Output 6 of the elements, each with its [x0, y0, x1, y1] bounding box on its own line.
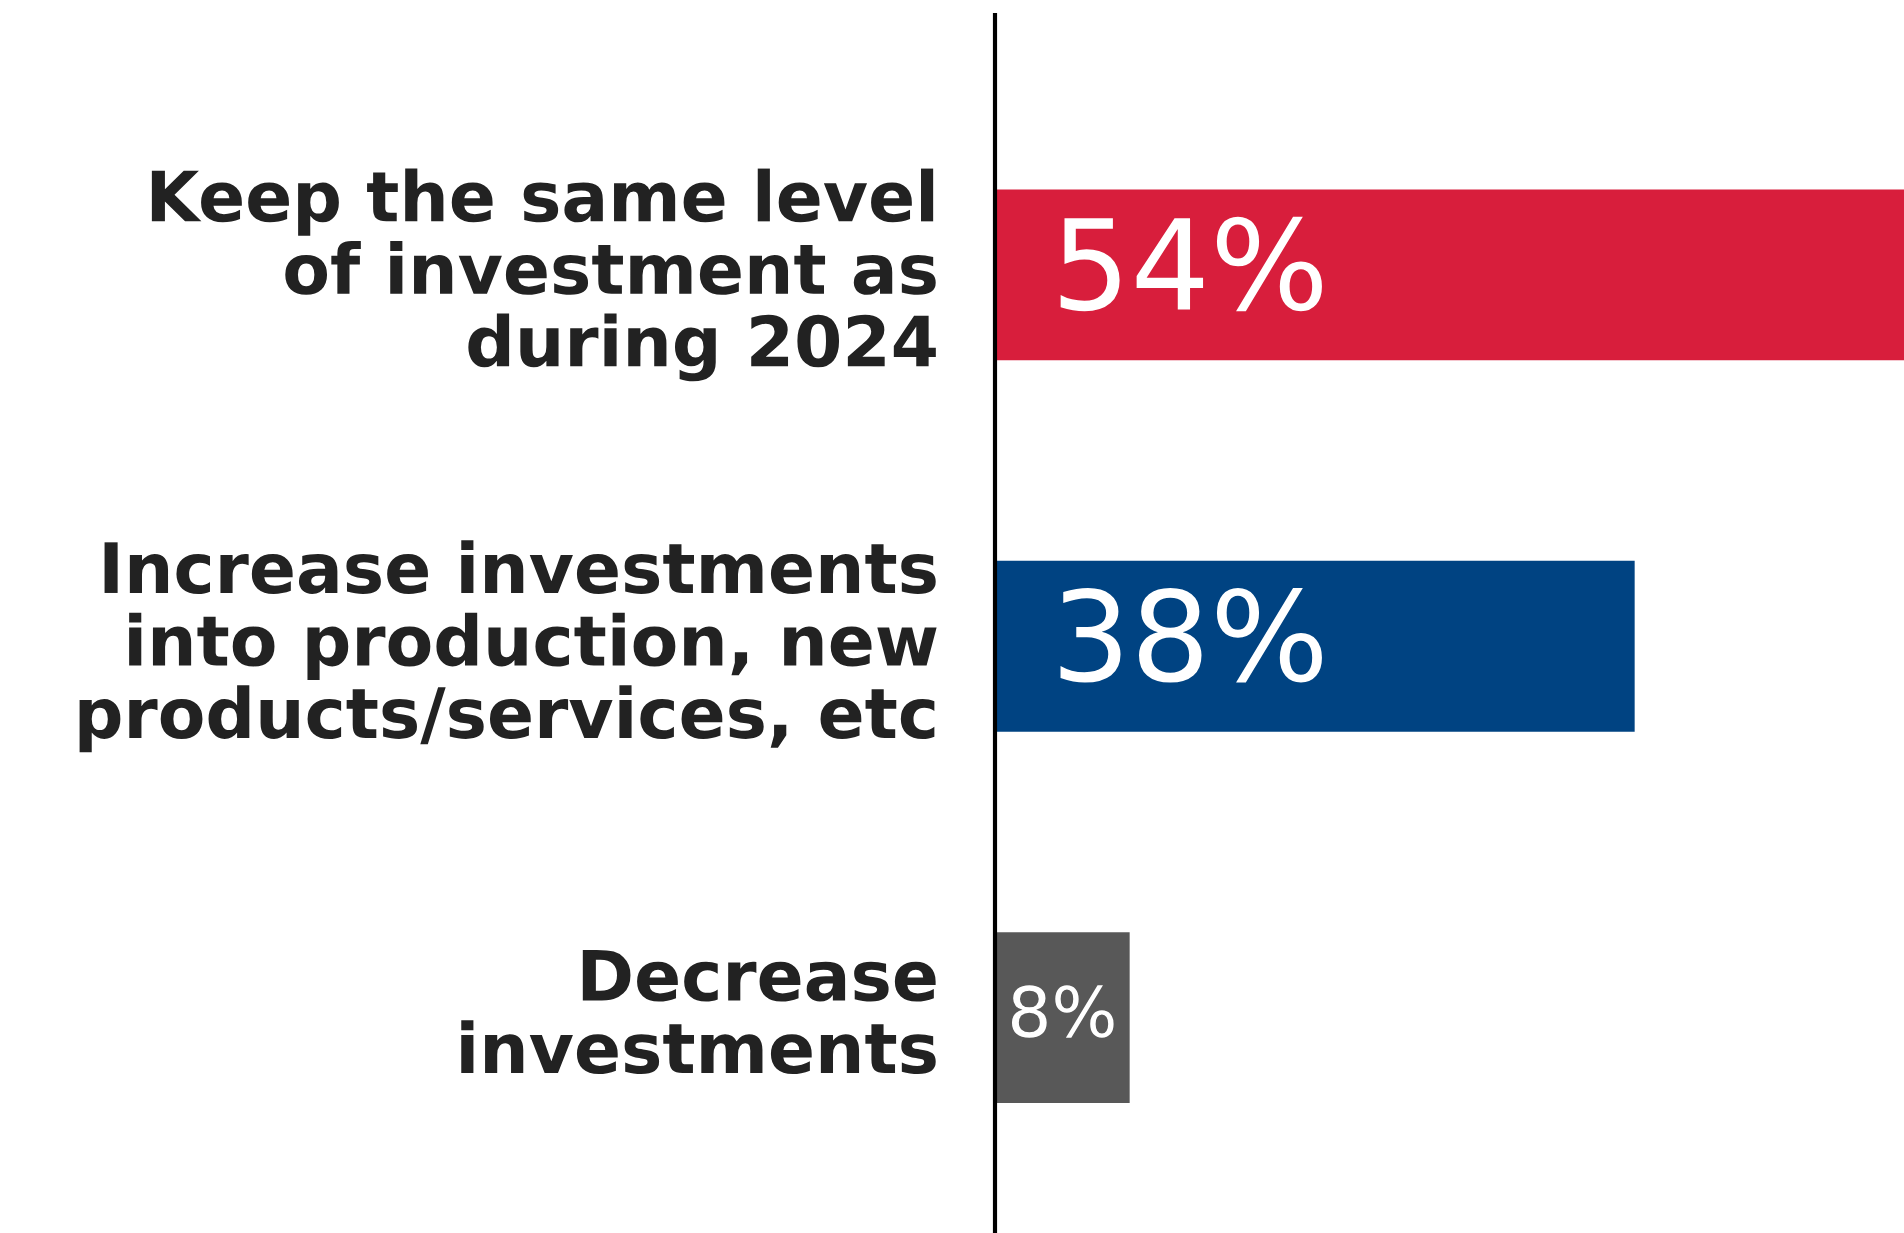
data-label: 54% [1060, 216, 1322, 312]
y-tick-label: Decrease investments [461, 949, 936, 1075]
y-tick-label: Keep the same level of investment as during 2024 [151, 168, 936, 382]
y-tick-label: Increase investments into production, new products/services, etc [79, 540, 937, 753]
data-label: 8% [1011, 985, 1114, 1038]
data-label: 38% [1060, 588, 1322, 683]
